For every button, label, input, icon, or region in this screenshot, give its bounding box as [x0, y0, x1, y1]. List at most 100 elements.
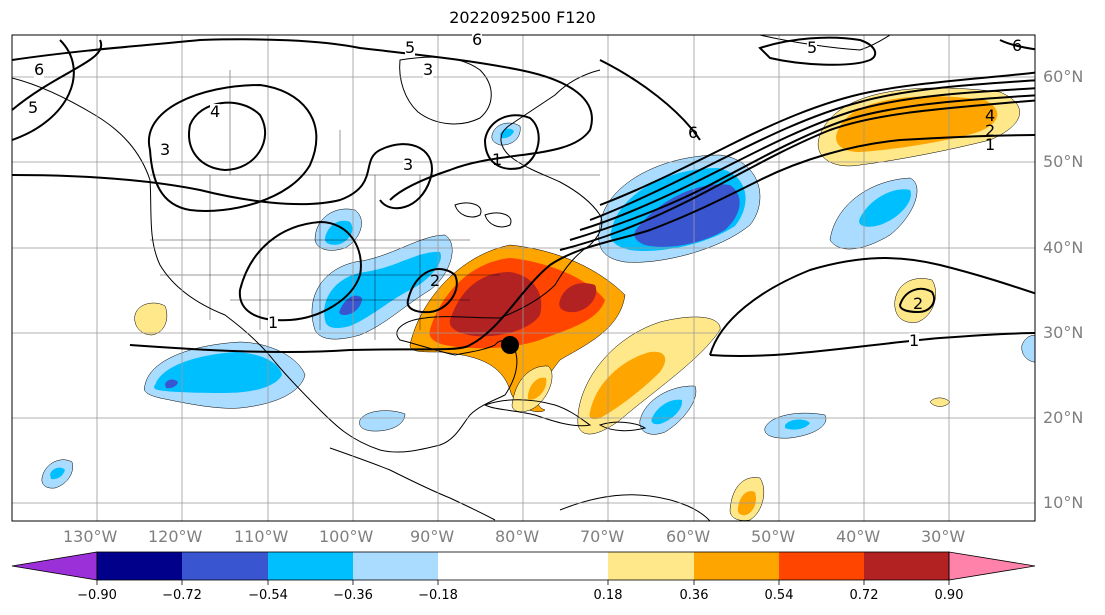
- colorbar-segment: [608, 552, 694, 580]
- hudson-bay-coast: [399, 56, 492, 125]
- warm-anomaly-region: [134, 302, 168, 336]
- contour-line: [12, 39, 103, 111]
- colorbar-segment: [864, 552, 949, 580]
- anomaly-fill-layer: [41, 87, 1035, 521]
- colorbar-tick-label: −0.36: [333, 588, 373, 603]
- warm-anomaly-core: [836, 96, 998, 152]
- contour-label: 2: [913, 294, 924, 313]
- contour-label: 5: [807, 38, 818, 57]
- colorbar-segment: [182, 552, 268, 580]
- contour-line: [569, 94, 1035, 241]
- colorbar-tick-label: 0.90: [934, 588, 964, 603]
- contour-line: [599, 71, 1035, 206]
- colorbar-extend-low: [11, 551, 98, 581]
- cold-anomaly-mid: [50, 467, 65, 480]
- contour-line: [709, 257, 1035, 356]
- contour-layer: [12, 36, 1035, 357]
- warm-anomaly-mid: [527, 377, 547, 400]
- warm-anomaly-mid: [589, 351, 666, 420]
- colorbar-tick-label: 0.54: [764, 588, 794, 603]
- colorbar-tick-label: −0.18: [418, 588, 458, 603]
- lat-label: 60°N: [1043, 67, 1084, 86]
- storm-position-marker: [501, 336, 519, 354]
- lat-label: 50°N: [1043, 152, 1084, 171]
- contour-label: 6: [34, 60, 45, 79]
- colorbar-tick-label: −0.54: [248, 588, 288, 603]
- contour-label: 3: [423, 60, 434, 79]
- contour-line: [12, 143, 433, 210]
- contour-label: 6: [1012, 36, 1023, 55]
- colorbar-segment: [523, 552, 608, 580]
- warm-anomaly-region: [929, 397, 951, 407]
- lon-label: 50°W: [751, 527, 796, 546]
- contour-label: 2: [430, 271, 441, 290]
- contour-label: 4: [210, 102, 221, 121]
- colorbar-extend-high: [948, 551, 1036, 581]
- lon-label: 70°W: [580, 527, 625, 546]
- contour-line: [999, 39, 1035, 51]
- lat-label: 30°N: [1043, 323, 1084, 342]
- colorbar-segment: [779, 552, 864, 580]
- lat-label: 20°N: [1043, 408, 1084, 427]
- great-lakes: [454, 202, 512, 228]
- colorbar-tick-label: 0.18: [593, 588, 623, 603]
- cold-anomaly-mid: [324, 220, 353, 245]
- central-america-coast: [329, 447, 496, 521]
- cold-anomaly-core: [339, 295, 362, 315]
- contour-line: [898, 287, 936, 314]
- colorbar-tick-label: −0.72: [162, 588, 202, 603]
- cold-anomaly-core: [165, 379, 178, 389]
- cold-anomaly-mid: [154, 352, 282, 393]
- contour-line: [559, 99, 1035, 251]
- contour-label: 3: [403, 155, 414, 174]
- colorbar-frame: [96, 551, 950, 581]
- lon-label: 30°W: [921, 527, 966, 546]
- lon-label: 90°W: [410, 527, 455, 546]
- contour-line: [406, 268, 458, 314]
- greenland-coast: [759, 35, 891, 51]
- lon-label: 60°W: [666, 527, 711, 546]
- contour-label: 5: [28, 98, 39, 117]
- lon-label: 40°W: [836, 527, 881, 546]
- contour-line: [589, 79, 1035, 221]
- south-america-coast: [559, 494, 711, 521]
- colorbar-tick-label: 0.72: [849, 588, 879, 603]
- colorbar-segment: [694, 552, 779, 580]
- contour-label: 6: [472, 30, 483, 49]
- lat-label: 10°N: [1043, 493, 1084, 512]
- contour-line: [12, 39, 75, 141]
- contour-label: 1: [909, 331, 920, 350]
- contour-label: 5: [405, 38, 416, 57]
- warm-anomaly-core: [449, 272, 542, 337]
- colorbar-segment: [438, 552, 523, 580]
- colorbar: [11, 551, 1036, 585]
- lat-label: 40°N: [1043, 238, 1084, 257]
- lon-label: 80°W: [495, 527, 540, 546]
- warm-anomaly-core: [559, 283, 597, 313]
- cold-anomaly-region: [1021, 335, 1035, 363]
- contour-line: [147, 83, 318, 212]
- map-frame: [11, 34, 1036, 522]
- cold-anomaly-region: [359, 410, 406, 432]
- contour-label: 2: [985, 121, 996, 140]
- contour-label: 4: [985, 106, 996, 125]
- colorbar-segment: [353, 552, 438, 580]
- colorbar-segment: [97, 552, 182, 580]
- contour-label: 1: [985, 135, 996, 154]
- colorbar-tick-label: 0.36: [679, 588, 709, 603]
- colorbar-segment: [268, 552, 353, 580]
- contour-line: [188, 101, 266, 172]
- contour-label: 6: [688, 123, 699, 142]
- lon-label: 130°W: [63, 527, 118, 546]
- contour-label: 1: [268, 313, 279, 332]
- contour-line: [599, 59, 701, 141]
- lon-label: 120°W: [148, 527, 203, 546]
- colorbar-tick-label: −0.90: [77, 588, 117, 603]
- contour-line: [129, 134, 1035, 354]
- contour-label: 1: [492, 150, 503, 169]
- contour-line: [709, 332, 1035, 357]
- contour-line: [483, 114, 540, 170]
- state-border-layer: [150, 70, 600, 340]
- contour-line: [758, 36, 877, 66]
